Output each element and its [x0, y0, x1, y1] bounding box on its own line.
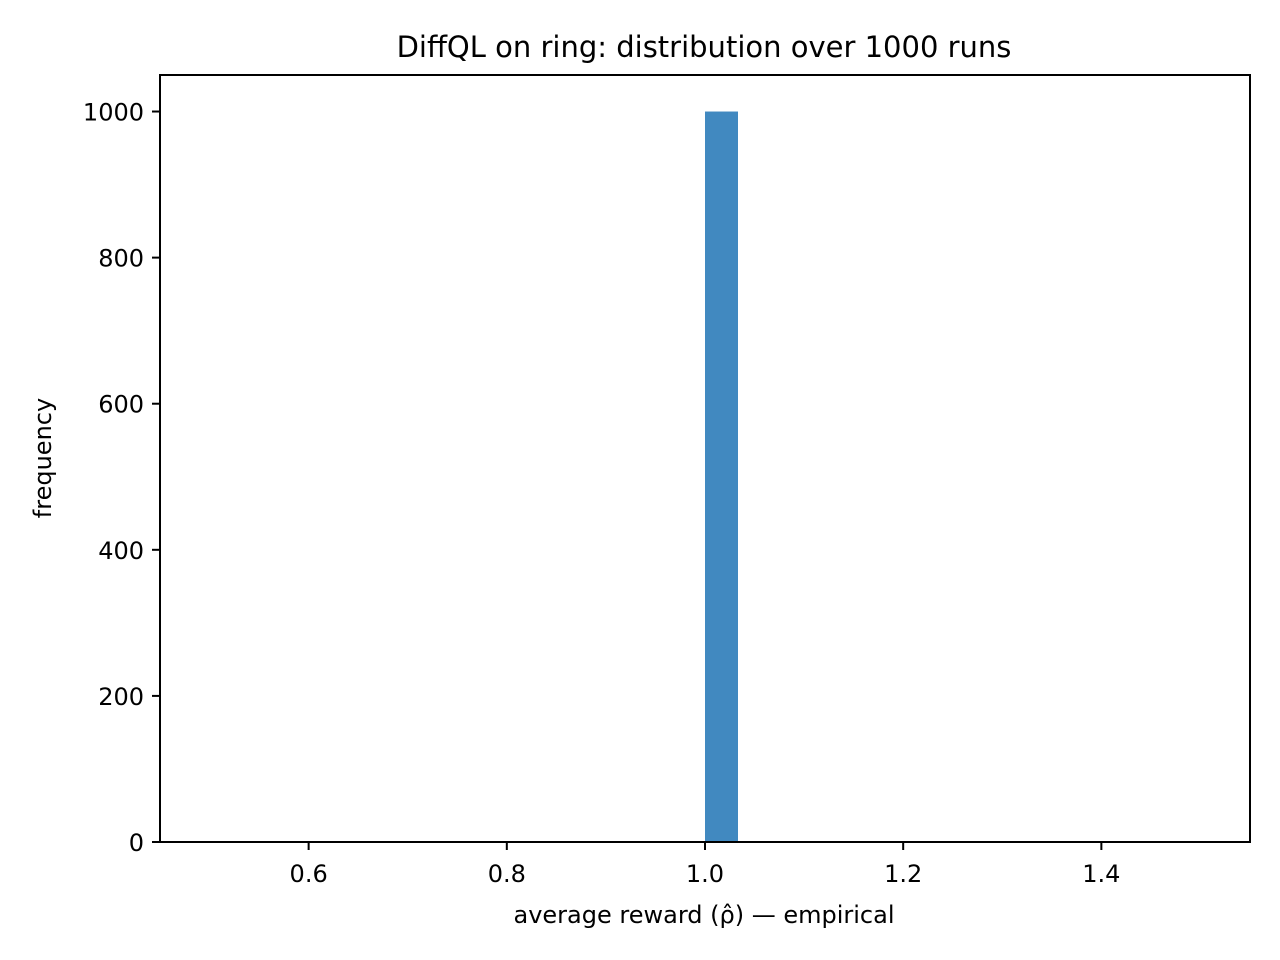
- chart-title: DiffQL on ring: distribution over 1000 r…: [397, 30, 1012, 64]
- y-tick-label: 0: [129, 829, 144, 857]
- y-tick-label: 600: [98, 391, 144, 419]
- y-tick-label: 400: [98, 537, 144, 565]
- x-axis-ticks: 0.6 0.8 1.0 1.2 1.4: [290, 842, 1120, 888]
- y-axis-label: frequency: [29, 398, 57, 518]
- x-tick-label: 0.8: [488, 860, 526, 888]
- plot-frame: [159, 74, 1251, 843]
- bars-layer: [705, 111, 738, 843]
- histogram-bar-0: [705, 111, 738, 843]
- y-axis-ticks: 0 200 400 600 800 1000: [83, 99, 160, 857]
- y-tick-label: 800: [98, 245, 144, 273]
- x-tick-label: 0.6: [290, 860, 328, 888]
- y-tick-label: 200: [98, 683, 144, 711]
- y-tick-label: 1000: [83, 99, 144, 127]
- x-tick-label: 1.4: [1082, 860, 1120, 888]
- x-tick-label: 1.0: [686, 860, 724, 888]
- x-axis-label: average reward (ρ̂) — empirical: [514, 901, 895, 929]
- x-tick-label: 1.2: [884, 860, 922, 888]
